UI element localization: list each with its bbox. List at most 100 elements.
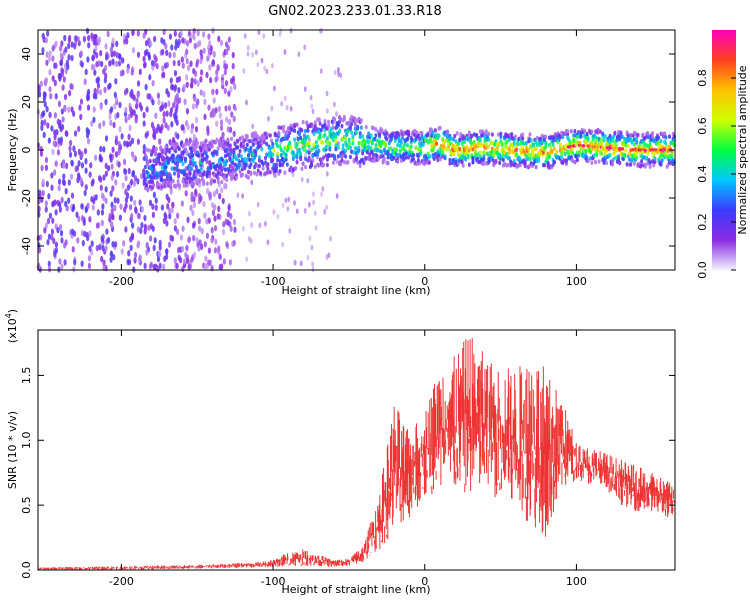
spectrogram-noise-cell — [192, 133, 196, 141]
spectrogram-noise-cell — [48, 86, 52, 93]
spectrogram-ridge-cell — [663, 131, 667, 136]
spectrogram-noise-cell — [280, 100, 284, 107]
spectrogram-ridge-cell — [299, 156, 303, 162]
spectrogram-noise-cell — [145, 241, 149, 249]
spectrogram-ridge-cell — [216, 179, 220, 185]
spectrogram-ridge-cell — [513, 134, 517, 139]
spectrogram-ridge-cell — [405, 136, 409, 142]
spectrogram-noise-cell — [221, 79, 225, 86]
spectrogram-ridge-cell — [410, 137, 414, 143]
spectrogram-ridge-cell — [539, 148, 543, 153]
spectrogram-noise-cell — [154, 112, 158, 119]
spectrogram-ridge-cell — [173, 166, 176, 171]
spectrogram-noise-cell — [80, 203, 84, 210]
spectrogram-noise-cell — [133, 175, 138, 182]
spectrogram-ridge-cell — [344, 136, 348, 141]
spectrogram-noise-cell — [113, 103, 117, 110]
spectrogram-ridge-cell — [273, 173, 277, 178]
spectrogram-y-tick-label: 20 — [20, 95, 33, 109]
spectrogram-ridge-cell — [353, 116, 357, 122]
spectrogram-noise-cell — [207, 104, 211, 111]
spectrogram-ridge-cell — [245, 157, 249, 162]
spectrogram-noise-cell — [152, 132, 156, 139]
snr-scale-suffix: ) — [6, 309, 19, 313]
spectrogram-noise-cell — [229, 213, 233, 220]
spectrogram-noise-cell — [67, 106, 71, 113]
spectrogram-noise-cell — [93, 69, 97, 76]
spectrogram-ridge-cell — [646, 131, 650, 136]
spectrogram-noise-cell — [149, 235, 153, 242]
spectrogram-ridge-cell — [327, 123, 331, 128]
spectrogram-noise-cell — [144, 83, 148, 91]
spectrogram-ridge-cell — [350, 149, 354, 154]
spectrogram-noise-cell — [243, 33, 247, 39]
spectrogram-ridge-cell — [510, 132, 514, 137]
spectrogram-ridge-cell — [226, 141, 230, 147]
spectrogram-noise-cell — [221, 228, 226, 236]
spectrogram-ridge-cell — [664, 135, 668, 140]
spectrogram-noise-cell — [51, 55, 55, 62]
spectrogram-noise-cell — [211, 108, 215, 115]
spectrogram-noise-cell — [94, 45, 98, 52]
spectrogram-noise-cell — [125, 141, 130, 148]
spectrogram-noise-cell — [70, 41, 74, 48]
spectrogram-noise-cell — [40, 164, 44, 172]
spectrogram-ridge-cell — [181, 179, 185, 184]
spectrogram-ridge-cell — [460, 141, 464, 146]
spectrogram-ridge-cell — [238, 162, 242, 168]
spectrogram-ridge-cell — [373, 137, 377, 142]
spectrogram-ridge-cell — [483, 134, 487, 139]
spectrogram-ridge-cell — [611, 138, 615, 144]
spectrogram-noise-cell — [264, 221, 267, 227]
spectrogram-ridge-cell — [245, 142, 249, 148]
spectrogram-noise-cell — [335, 158, 339, 165]
spectrogram-ridge-cell — [629, 133, 633, 138]
spectrogram-ridge-cell — [427, 139, 431, 144]
spectrogram-noise-cell — [174, 44, 178, 51]
snr-y-tick-label: 1.5 — [20, 367, 33, 385]
spectrogram-ridge-cell — [314, 126, 318, 132]
colorbar-tick-label: 0.6 — [696, 117, 709, 135]
spectrogram-noise-cell — [229, 225, 233, 232]
spectrogram-noise-cell — [130, 69, 134, 76]
spectrogram-ridge-cell — [160, 154, 164, 160]
spectrogram-noise-cell — [56, 199, 60, 207]
spectrogram-noise-cell — [173, 218, 177, 225]
spectrogram-ridge-cell — [544, 144, 548, 149]
spectrogram-noise-cell — [323, 208, 327, 215]
spectrogram-noise-cell — [123, 89, 128, 96]
spectrogram-ridge-cell — [501, 157, 505, 163]
spectrogram-noise-cell — [128, 140, 132, 147]
spectrogram-ridge-cell — [489, 140, 493, 145]
spectrogram-noise-cell — [44, 36, 48, 44]
spectrogram-noise-cell — [64, 162, 69, 170]
spectrogram-noise-cell — [47, 55, 52, 63]
spectrogram-noise-cell — [109, 256, 113, 263]
spectrogram-noise-cell — [104, 197, 108, 205]
spectrogram-noise-cell — [335, 111, 338, 117]
spectrogram-noise-cell — [111, 185, 115, 192]
spectrogram-ridge-cell — [304, 156, 308, 162]
spectrogram-noise-cell — [313, 210, 317, 216]
spectrogram-ridge-cell — [382, 157, 386, 162]
spectrogram-noise-cell — [99, 145, 103, 153]
spectrogram-noise-cell — [202, 47, 206, 54]
spectrogram-ridge-cell — [507, 156, 511, 161]
spectrogram-noise-cell — [104, 54, 109, 61]
spectrogram-ridge-cell — [336, 154, 340, 159]
spectrogram-noise-cell — [186, 257, 190, 265]
spectrogram-ridge-cell — [322, 162, 326, 168]
spectrogram-ridge-cell — [629, 162, 633, 167]
snr-y-tick-label: 1.0 — [20, 432, 33, 450]
spectrogram-noise-cell — [130, 222, 135, 229]
spectrogram-ridge-cell — [392, 155, 396, 160]
spectrogram-noise-cell — [43, 101, 47, 108]
spectrogram-noise-cell — [115, 40, 119, 48]
spectrogram-ridge-cell — [460, 149, 464, 155]
spectrogram-ridge-cell — [268, 170, 272, 175]
spectrogram-ridge-cell — [242, 144, 246, 150]
spectrogram-ridge-cell — [347, 120, 351, 126]
spectrogram-noise-cell — [263, 65, 267, 72]
spectrogram-ridge-cell — [640, 144, 644, 150]
spectrogram-ridge-cell — [234, 156, 238, 161]
